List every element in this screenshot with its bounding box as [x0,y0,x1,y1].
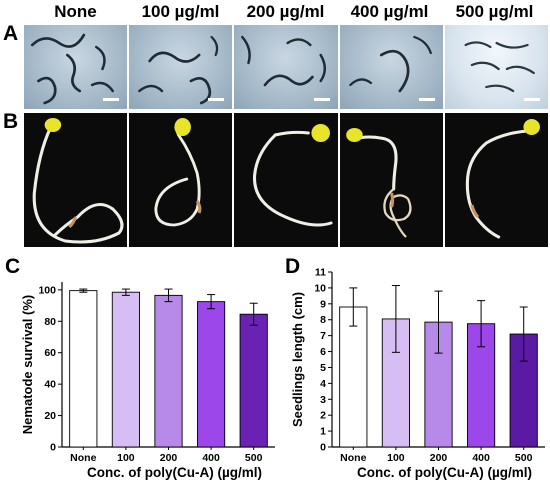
x-tick-label: 400 [472,452,490,464]
bar [339,306,368,448]
column-header-500: 500 µg/ml [455,2,534,21]
y-tick-label: 20 [44,410,56,422]
bar [197,301,226,448]
x-axis-label: Conc. of poly(Cu-A) (µg/ml) [87,465,262,480]
panel-letter-a: A [3,22,19,45]
nematode-photo-none [24,25,128,109]
y-tick-label: 40 [44,379,56,391]
scale-bar [208,98,225,101]
panel-letter-d: D [285,255,301,278]
y-tick-label: 1 [320,426,326,438]
nematode-photo-200 [234,25,338,109]
column-header-100: 100 µg/ml [141,2,220,21]
y-tick-label: 9 [320,298,326,310]
scale-bar [103,98,120,101]
y-tick-label: 4 [320,378,326,390]
bar [69,290,98,448]
seedling-photo-200 [234,113,338,247]
column-header-400: 400 µg/ml [350,2,429,21]
scale-bar [313,98,330,101]
nematode-image-row [24,25,549,109]
y-tick-label: 5 [320,362,326,374]
y-tick-label: 0 [320,442,326,454]
x-tick-label: 500 [245,452,263,464]
y-tick-label: 7 [320,330,326,342]
seedling-photo-100 [129,113,233,247]
seedling-photo-none [24,113,128,247]
scale-bar [418,98,435,101]
x-axis-label: Conc. of poly(Cu-A) (µg/ml) [357,465,532,480]
seedling-photo-400 [339,113,443,247]
nematode-photo-100 [129,25,233,109]
panel-letter-c: C [5,255,21,278]
seedling-image-row [24,113,549,247]
y-tick-label: 10 [314,282,326,294]
scale-bar [524,98,541,101]
y-tick-label: 60 [44,347,56,359]
column-header-none: None [54,2,97,21]
x-tick-label: None [70,452,96,464]
x-tick-label: 200 [160,452,178,464]
x-tick-label: 100 [117,452,135,464]
y-axis-label: Nematode survival (%) [20,295,35,434]
column-header-200: 200 µg/ml [246,2,325,21]
x-tick-label: 400 [202,452,220,464]
y-tick-label: 6 [320,346,326,358]
x-tick-label: 500 [515,452,533,464]
nematode-photo-500 [444,25,549,109]
x-tick-label: 200 [430,452,448,464]
bar [154,294,183,448]
y-tick-label: 0 [50,442,56,454]
panel-letter-b: B [3,110,19,133]
y-tick-label: 2 [320,410,326,422]
seedling-photo-500 [444,113,549,247]
bar [111,291,140,448]
y-tick-label: 11 [315,267,326,279]
y-tick-label: 100 [38,284,56,296]
nematode-photo-400 [339,25,443,109]
y-tick-label: 80 [44,316,56,328]
y-tick-label: 3 [320,394,326,406]
x-tick-label: None [340,452,366,464]
x-tick-label: 100 [387,452,405,464]
bar [239,313,268,448]
y-tick-label: 8 [320,314,326,326]
y-axis-label: Seedlings length (cm) [290,292,305,427]
